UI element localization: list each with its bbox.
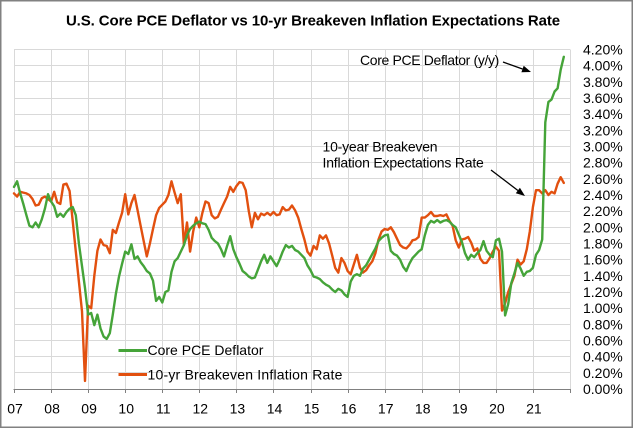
svg-text:0.00%: 0.00% [583, 381, 623, 397]
svg-text:0.80%: 0.80% [583, 316, 623, 332]
svg-text:18: 18 [415, 401, 431, 417]
svg-text:0.60%: 0.60% [583, 333, 623, 349]
svg-text:1.20%: 1.20% [583, 284, 623, 300]
svg-text:2.20%: 2.20% [583, 203, 623, 219]
svg-text:4.00%: 4.00% [583, 58, 623, 74]
svg-text:3.80%: 3.80% [583, 74, 623, 90]
svg-text:20: 20 [489, 401, 505, 417]
svg-text:Inflation Expectations Rate: Inflation Expectations Rate [323, 155, 485, 171]
svg-text:10-yr Breakeven Inflation Rate: 10-yr Breakeven Inflation Rate [148, 367, 343, 383]
svg-text:4.20%: 4.20% [583, 42, 623, 58]
svg-text:11: 11 [156, 401, 171, 417]
svg-text:17: 17 [378, 401, 394, 417]
svg-text:21: 21 [526, 401, 542, 417]
svg-text:3.40%: 3.40% [583, 106, 623, 122]
svg-text:0.40%: 0.40% [583, 349, 623, 365]
svg-text:1.00%: 1.00% [583, 300, 623, 316]
svg-text:07: 07 [7, 401, 23, 417]
svg-text:3.20%: 3.20% [583, 122, 623, 138]
svg-text:Core PCE Deflator: Core PCE Deflator [148, 342, 264, 358]
svg-text:2.00%: 2.00% [583, 219, 623, 235]
svg-text:09: 09 [81, 401, 97, 417]
svg-text:14: 14 [267, 401, 283, 417]
svg-text:1.60%: 1.60% [583, 252, 623, 268]
svg-text:19: 19 [452, 401, 468, 417]
svg-text:U.S. Core PCE Deflator vs 10-y: U.S. Core PCE Deflator vs 10-yr Breakeve… [66, 13, 560, 30]
svg-text:Core PCE Deflator (y/y): Core PCE Deflator (y/y) [360, 52, 499, 68]
svg-text:08: 08 [44, 401, 60, 417]
svg-text:12: 12 [193, 401, 209, 417]
svg-text:1.80%: 1.80% [583, 236, 623, 252]
svg-text:0.20%: 0.20% [583, 365, 623, 381]
svg-text:2.40%: 2.40% [583, 187, 623, 203]
svg-text:1.40%: 1.40% [583, 268, 623, 284]
svg-text:2.80%: 2.80% [583, 155, 623, 171]
svg-text:10: 10 [118, 401, 134, 417]
svg-text:2.60%: 2.60% [583, 171, 623, 187]
svg-text:13: 13 [230, 401, 246, 417]
svg-text:3.60%: 3.60% [583, 90, 623, 106]
svg-text:10-year Breakeven: 10-year Breakeven [323, 139, 438, 155]
svg-text:16: 16 [341, 401, 357, 417]
svg-text:15: 15 [304, 401, 320, 417]
svg-text:3.00%: 3.00% [583, 139, 623, 155]
